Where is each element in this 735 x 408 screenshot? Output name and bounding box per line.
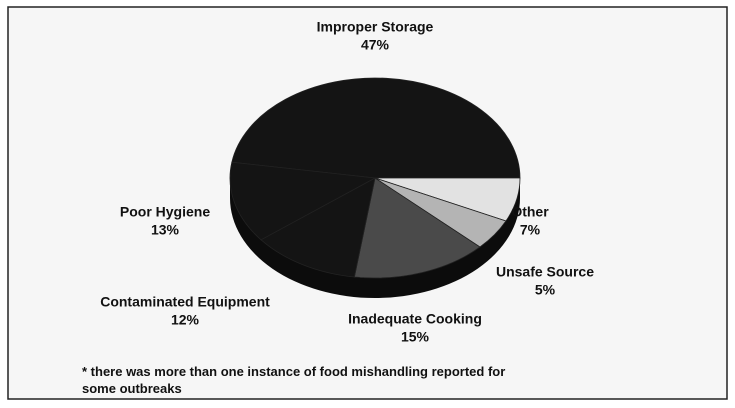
slice-value-label: 12% — [171, 312, 200, 328]
pie-side — [230, 178, 520, 298]
slice-value-label: 13% — [151, 222, 180, 238]
slice-value-label: 7% — [520, 222, 541, 238]
slice-value-label: 47% — [361, 37, 390, 53]
pie-slice — [229, 161, 377, 241]
slice-value-label: 15% — [401, 329, 430, 345]
slice-label: Contaminated Equipment — [100, 294, 270, 310]
pie-slice — [231, 77, 521, 179]
slice-label: Improper Storage — [317, 19, 434, 35]
pie-slice — [260, 177, 376, 278]
slice-label: Poor Hygiene — [120, 204, 210, 220]
slice-label: Unsafe Source — [496, 264, 594, 280]
slice-value-label: 5% — [535, 282, 556, 298]
pie-slice — [353, 177, 481, 279]
slice-label: Other — [511, 204, 549, 220]
slice-label: Inadequate Cooking — [348, 311, 482, 327]
footnote: * there was more than one instance of fo… — [82, 364, 505, 396]
